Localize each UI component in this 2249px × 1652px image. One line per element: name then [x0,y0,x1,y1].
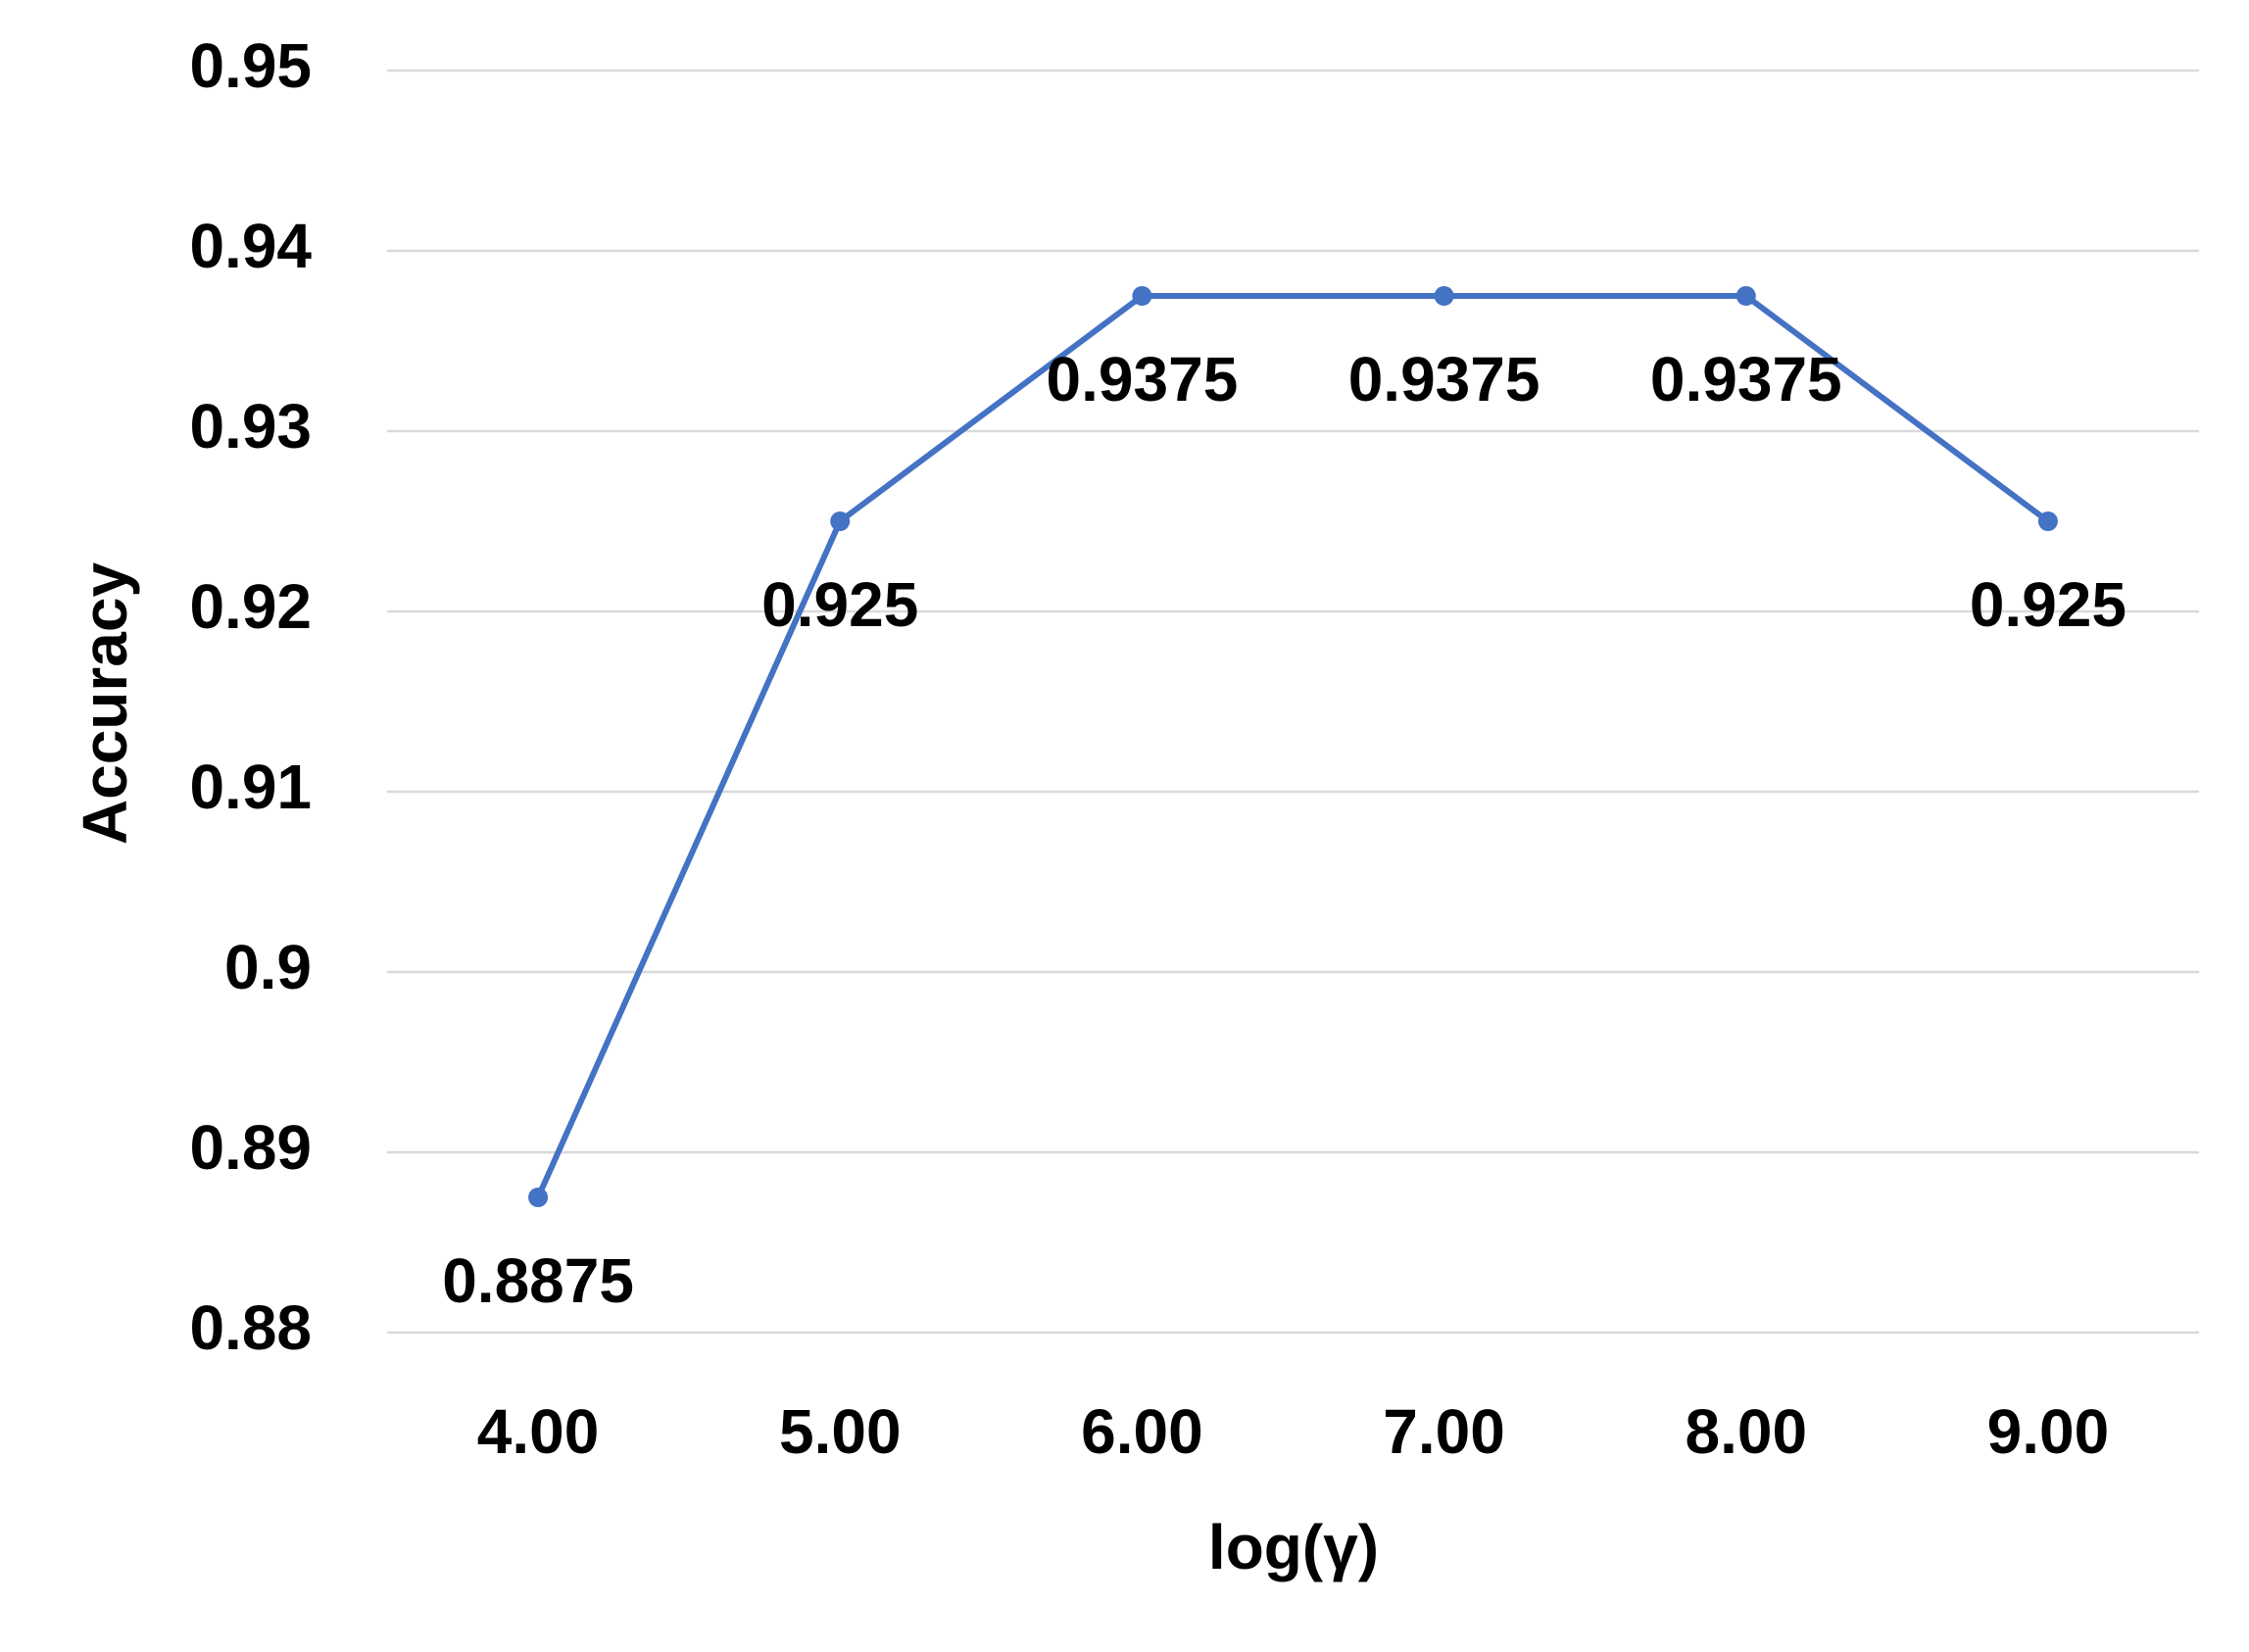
data-label: 0.9375 [1650,344,1842,414]
y-tick-label: 0.94 [189,211,312,281]
y-tick-label: 0.89 [189,1112,312,1183]
marker [2037,511,2058,531]
marker [1434,286,1454,306]
data-label: 0.9375 [1047,344,1239,414]
x-axis-title: log(γ) [1208,1512,1379,1582]
y-tick-label: 0.95 [189,30,312,101]
line [535,293,2050,1199]
marker [830,511,851,531]
y-tick-label: 0.92 [189,571,312,642]
x-tick-label: 8.00 [1685,1396,1807,1467]
marker [528,1188,549,1207]
x-tick-label: 9.00 [1987,1396,2110,1467]
data-label: 0.9375 [1348,344,1540,414]
y-tick-label: 0.93 [189,391,312,462]
x-tick-label: 7.00 [1383,1396,1505,1467]
marker [1736,286,1756,306]
marker [1132,286,1152,306]
x-tick-label: 5.00 [779,1396,902,1467]
data-label: 0.925 [761,569,918,640]
y-axis-title: Accuracy [70,562,140,846]
x-tick-label: 6.00 [1081,1396,1203,1467]
data-label: 0.925 [1970,569,2127,640]
y-tick-label: 0.88 [189,1292,312,1363]
x-tick-label: 4.00 [477,1396,600,1467]
y-tick-label: 0.9 [224,932,312,1002]
data-label: 0.8875 [442,1245,634,1316]
y-tick-label: 0.91 [189,752,312,822]
